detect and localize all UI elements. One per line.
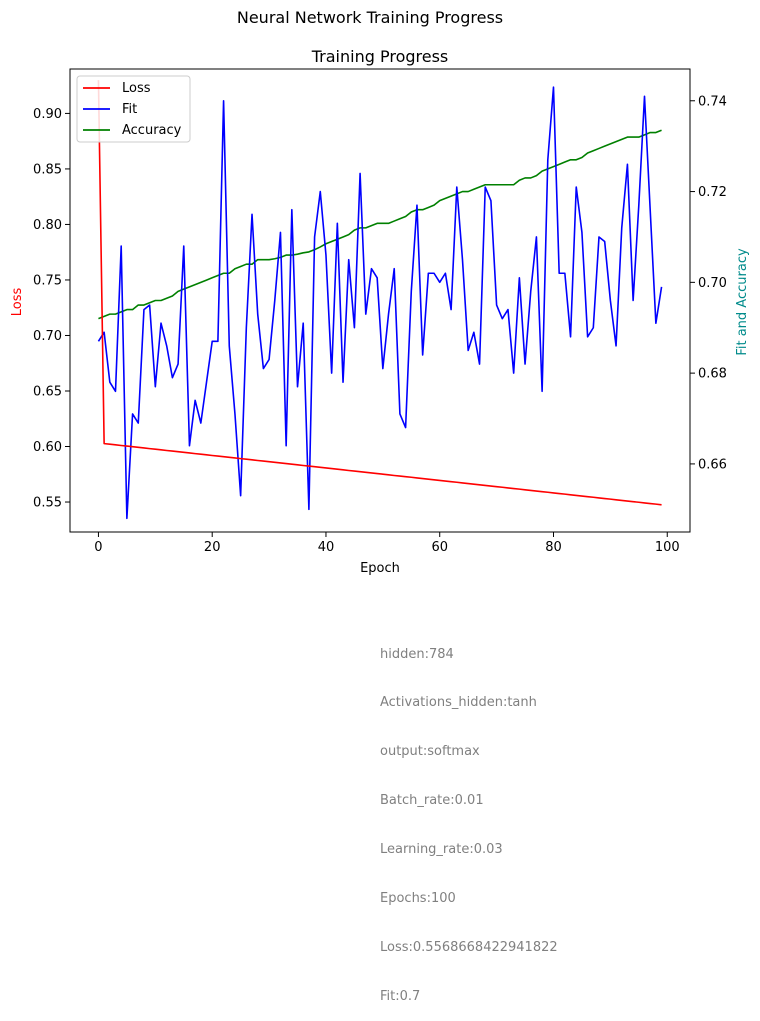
note-output: output:softmax bbox=[380, 744, 480, 760]
note-loss: Loss:0.5568668422941822 bbox=[380, 939, 558, 955]
x-tick-label: 20 bbox=[204, 540, 221, 555]
y-right-tick-label: 0.72 bbox=[698, 185, 727, 200]
y-right-tick-label: 0.66 bbox=[698, 457, 727, 472]
y-right-tick-label: 0.74 bbox=[698, 94, 727, 109]
y-left-tick-label: 0.80 bbox=[33, 218, 62, 233]
model-notes: hidden:784 Activations_hidden:tanh outpu… bbox=[380, 614, 558, 1021]
legend-label-fit: Fit bbox=[122, 102, 137, 117]
chart-title: Training Progress bbox=[311, 47, 449, 66]
x-tick-label: 60 bbox=[431, 540, 448, 555]
y-left-tick-label: 0.65 bbox=[33, 384, 62, 399]
series-line-accuracy bbox=[98, 129, 662, 320]
y-left-tick-label: 0.85 bbox=[33, 162, 62, 177]
note-epochs: Epochs:100 bbox=[380, 891, 456, 907]
legend-label-accuracy: Accuracy bbox=[122, 123, 182, 138]
x-axis-label: Epoch bbox=[360, 561, 400, 576]
y-axis-right-label: Fit and Accuracy bbox=[735, 248, 750, 356]
y-axis-right: 0.66 0.68 0.70 0.72 0.74 bbox=[690, 94, 727, 472]
note-learning-rate: Learning_rate:0.03 bbox=[380, 842, 503, 858]
note-fit: Fit:0.7 bbox=[380, 988, 421, 1004]
y-axis-left-label: Loss bbox=[10, 288, 25, 317]
x-tick-label: 80 bbox=[545, 540, 562, 555]
y-right-tick-label: 0.68 bbox=[698, 367, 727, 382]
plot-area bbox=[97, 80, 663, 520]
series-line-fit bbox=[97, 86, 663, 520]
training-chart: Neural Network Training Progress Trainin… bbox=[10, 8, 750, 576]
legend: Loss Fit Accuracy bbox=[76, 75, 191, 143]
x-tick-label: 100 bbox=[655, 540, 680, 555]
x-tick-label: 40 bbox=[318, 540, 335, 555]
plot-frame bbox=[69, 68, 691, 533]
x-axis: 0 20 40 60 80 100 bbox=[94, 532, 680, 555]
note-hidden: hidden:784 bbox=[380, 646, 454, 662]
series-line-loss bbox=[97, 80, 662, 506]
y-right-tick-label: 0.70 bbox=[698, 276, 727, 291]
y-left-tick-label: 0.60 bbox=[33, 440, 62, 455]
legend-label-loss: Loss bbox=[122, 81, 151, 96]
y-axis-left: 0.55 0.60 0.65 0.70 0.75 0.80 0.85 0.90 bbox=[33, 107, 70, 511]
note-batch-rate: Batch_rate:0.01 bbox=[380, 793, 484, 809]
legend-box bbox=[76, 75, 191, 143]
y-left-tick-label: 0.75 bbox=[33, 273, 62, 288]
y-left-tick-label: 0.70 bbox=[33, 329, 62, 344]
chart-suptitle: Neural Network Training Progress bbox=[237, 8, 503, 27]
x-tick-label: 0 bbox=[94, 540, 102, 555]
y-left-tick-label: 0.55 bbox=[33, 496, 62, 511]
y-left-tick-label: 0.90 bbox=[33, 107, 62, 122]
note-activations-hidden: Activations_hidden:tanh bbox=[380, 695, 537, 711]
